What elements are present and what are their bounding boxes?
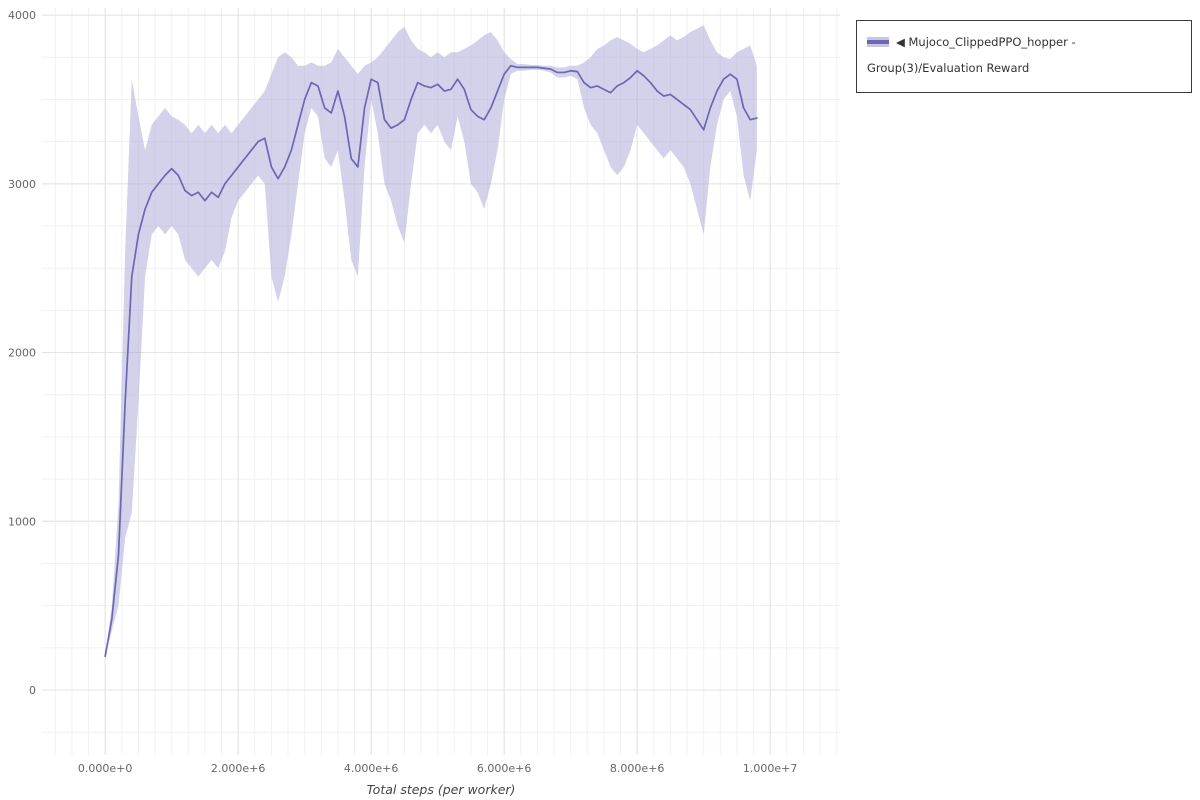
y-tick-label: 2000	[8, 347, 36, 360]
x-axis-label: Total steps (per worker)	[366, 782, 516, 797]
y-tick-label: 1000	[8, 515, 36, 528]
x-tick-label: 1.000e+7	[743, 762, 797, 775]
x-tick-label: 8.000e+6	[610, 762, 664, 775]
x-tick-label: 4.000e+6	[344, 762, 398, 775]
plot-svg: 0.000e+0 2.000e+6 4.000e+6 6.000e+6 8.000e+6…	[8, 8, 840, 775]
legend-item-evaluation-reward[interactable]: ◀ Mujoco_ClippedPPO_hopper - Group(3)/Ev…	[867, 29, 1181, 82]
series-swatch-icon	[867, 37, 889, 47]
x-tick-label: 6.000e+6	[477, 762, 531, 775]
y-tick-label: 3000	[8, 178, 36, 191]
reward-plot: 0.000e+0 2.000e+6 4.000e+6 6.000e+6 8.000e+6…	[8, 8, 840, 797]
legend-label: ◀ Mujoco_ClippedPPO_hopper - Group(3)/Ev…	[867, 35, 1076, 76]
mean-line	[104, 64, 758, 658]
x-tick-label: 2.000e+6	[211, 762, 265, 775]
legend: ◀ Mujoco_ClippedPPO_hopper - Group(3)/Ev…	[856, 20, 1192, 93]
x-tick-label: 0.000e+0	[78, 762, 132, 775]
confidence-band	[105, 25, 757, 657]
tick-labels: 0.000e+0 2.000e+6 4.000e+6 6.000e+6 8.000e+6…	[8, 9, 797, 775]
y-tick-label: 4000	[8, 9, 36, 22]
y-tick-label: 0	[29, 684, 36, 697]
